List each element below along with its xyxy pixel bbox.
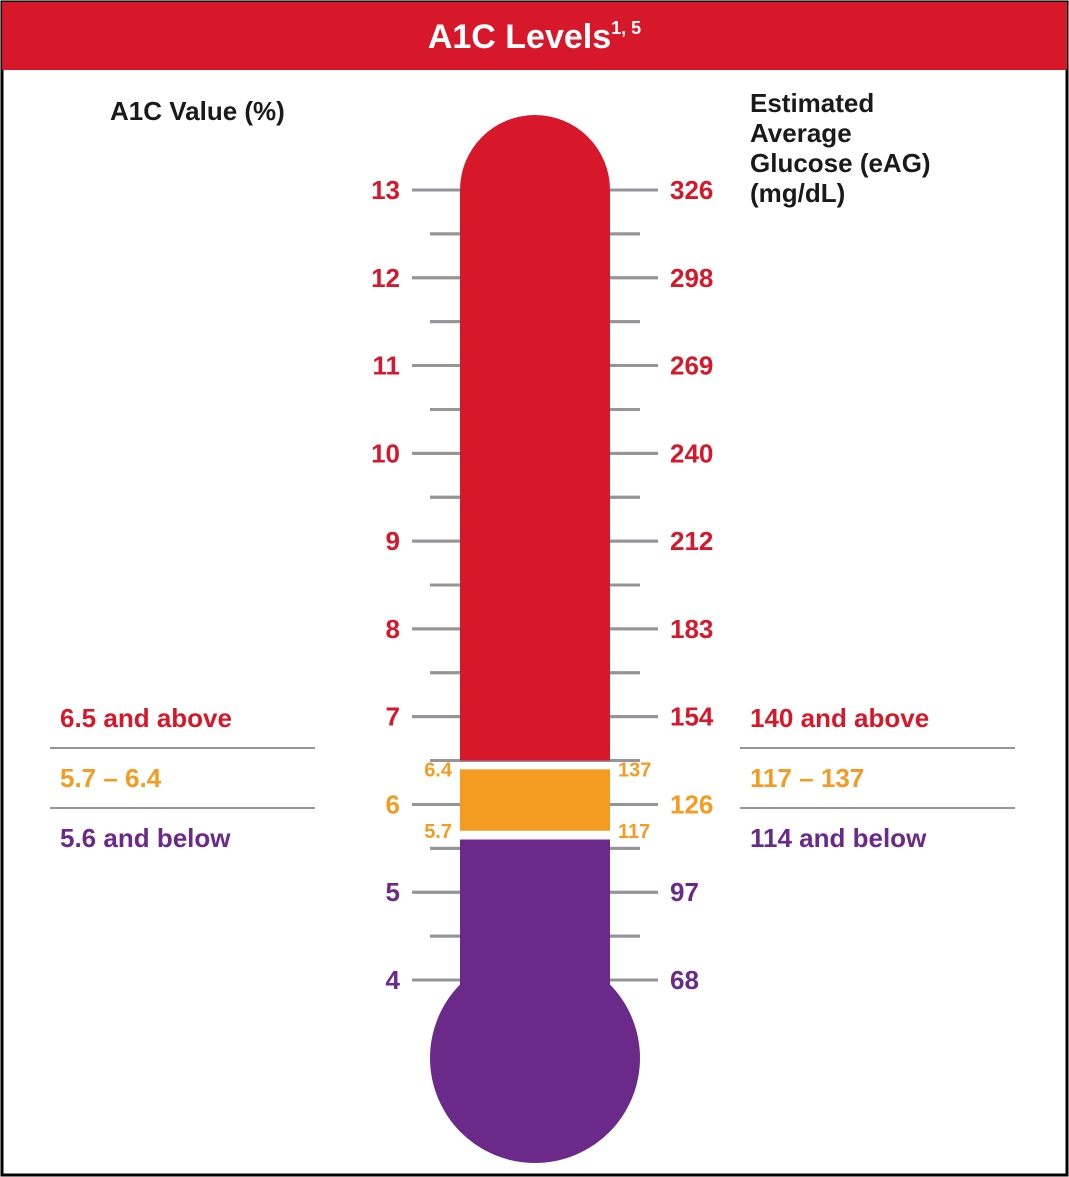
- eag-tick-label: 154: [670, 702, 714, 732]
- right-column-header: EstimatedAverageGlucose (eAG)(mg/dL): [750, 88, 931, 208]
- a1c-tick-label: 8: [386, 614, 400, 644]
- legend-right-item: 140 and above: [750, 703, 929, 733]
- eag-minor-label: 137: [618, 759, 651, 781]
- legend-right-item: 114 and below: [750, 823, 927, 853]
- a1c-tick-label: 13: [371, 175, 400, 205]
- thermometer-bulb: [430, 953, 640, 1163]
- a1c-tick-label: 7: [386, 702, 400, 732]
- left-column-header: A1C Value (%): [110, 96, 285, 126]
- legend-left-item: 6.5 and above: [60, 703, 232, 733]
- eag-tick-label: 240: [670, 438, 713, 468]
- thermometer: [430, 115, 640, 1163]
- eag-tick-label: 212: [670, 526, 713, 556]
- a1c-thermometer-chart: A1C Levels1, 5 A1C Value (%) EstimatedAver…: [0, 0, 1069, 1177]
- chart-title: A1C Levels1, 5: [428, 18, 641, 56]
- eag-tick-label: 68: [670, 965, 699, 995]
- a1c-tick-label: 5: [386, 877, 400, 907]
- a1c-minor-label: 6.4: [424, 759, 453, 781]
- a1c-tick-label: 12: [371, 263, 400, 293]
- eag-tick-label: 126: [670, 789, 713, 819]
- eag-tick-label: 298: [670, 263, 713, 293]
- a1c-tick-label: 11: [373, 351, 401, 381]
- eag-tick-label: 269: [670, 351, 713, 381]
- eag-minor-label: 117: [618, 821, 650, 843]
- eag-tick-label: 183: [670, 614, 713, 644]
- eag-tick-label: 97: [670, 877, 699, 907]
- a1c-tick-label: 4: [386, 965, 401, 995]
- legend-left-item: 5.7 – 6.4: [60, 763, 162, 793]
- legend-left-item: 5.6 and below: [60, 823, 231, 853]
- a1c-minor-label: 5.7: [424, 821, 452, 843]
- a1c-tick-label: 9: [386, 526, 400, 556]
- a1c-tick-label: 10: [371, 438, 400, 468]
- a1c-tick-label: 6: [386, 789, 400, 819]
- legend-right-item: 117 – 137: [750, 763, 864, 793]
- eag-tick-label: 326: [670, 175, 713, 205]
